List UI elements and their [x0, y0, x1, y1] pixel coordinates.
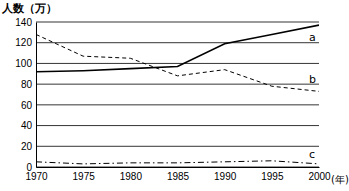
y-tick-label: 140: [15, 17, 32, 28]
y-tick-label: 40: [21, 120, 33, 131]
series-line: [36, 161, 319, 164]
x-axis-title: (年): [331, 174, 349, 185]
grid-line: [36, 63, 319, 64]
x-tick-label: 1990: [214, 171, 237, 182]
grid-line: [36, 167, 319, 168]
x-tick-label: 2000: [308, 171, 331, 182]
x-tick-label: 1980: [120, 171, 143, 182]
x-tick: 1990: [214, 167, 237, 182]
x-tick-label: 1970: [25, 171, 48, 182]
y-tick-label: 60: [21, 100, 33, 111]
y-axis-title: 人数（万）: [1, 2, 57, 15]
grid-line: [36, 42, 319, 43]
y-tick: 20: [21, 141, 36, 152]
y-axis: 020406080100120140: [15, 17, 36, 173]
x-axis: 1970 1975 1980 1985 1990 1995 2000: [25, 167, 331, 182]
y-tick: 40: [21, 120, 36, 131]
grid-line: [36, 125, 319, 126]
grid-line: [36, 146, 319, 147]
grid-line: [36, 84, 319, 85]
x-tick-label: 1985: [167, 171, 190, 182]
y-tick: 120: [15, 37, 36, 48]
y-tick: 60: [21, 100, 36, 111]
series-line: [36, 34, 319, 91]
y-tick: 80: [21, 79, 36, 90]
y-tick: 140: [15, 17, 36, 28]
x-tick: 1985: [167, 167, 190, 182]
grid: [36, 22, 319, 167]
x-tick: 1995: [261, 167, 284, 182]
x-axis-line: [37, 167, 320, 168]
plot-area: [36, 25, 319, 164]
grid-line: [36, 22, 319, 23]
series-label: a: [309, 31, 316, 44]
y-tick: 100: [15, 58, 36, 69]
x-tick: 1975: [73, 167, 96, 182]
x-tick-label: 1975: [73, 171, 96, 182]
x-tick-label: 1995: [261, 171, 284, 182]
x-tick: 1970: [25, 167, 48, 182]
x-tick: 1980: [120, 167, 143, 182]
y-axis-line: [36, 23, 37, 168]
chart: 0204060801001201401970197519801985199019…: [0, 0, 349, 191]
y-tick-label: 20: [21, 141, 33, 152]
y-tick-label: 100: [15, 58, 32, 69]
y-tick-label: 80: [21, 79, 33, 90]
grid-line: [36, 104, 319, 105]
x-tick: 2000: [308, 167, 331, 182]
series-label: c: [309, 148, 315, 161]
series-label: b: [309, 73, 316, 86]
series-line: [36, 25, 319, 72]
y-tick-label: 120: [15, 37, 32, 48]
